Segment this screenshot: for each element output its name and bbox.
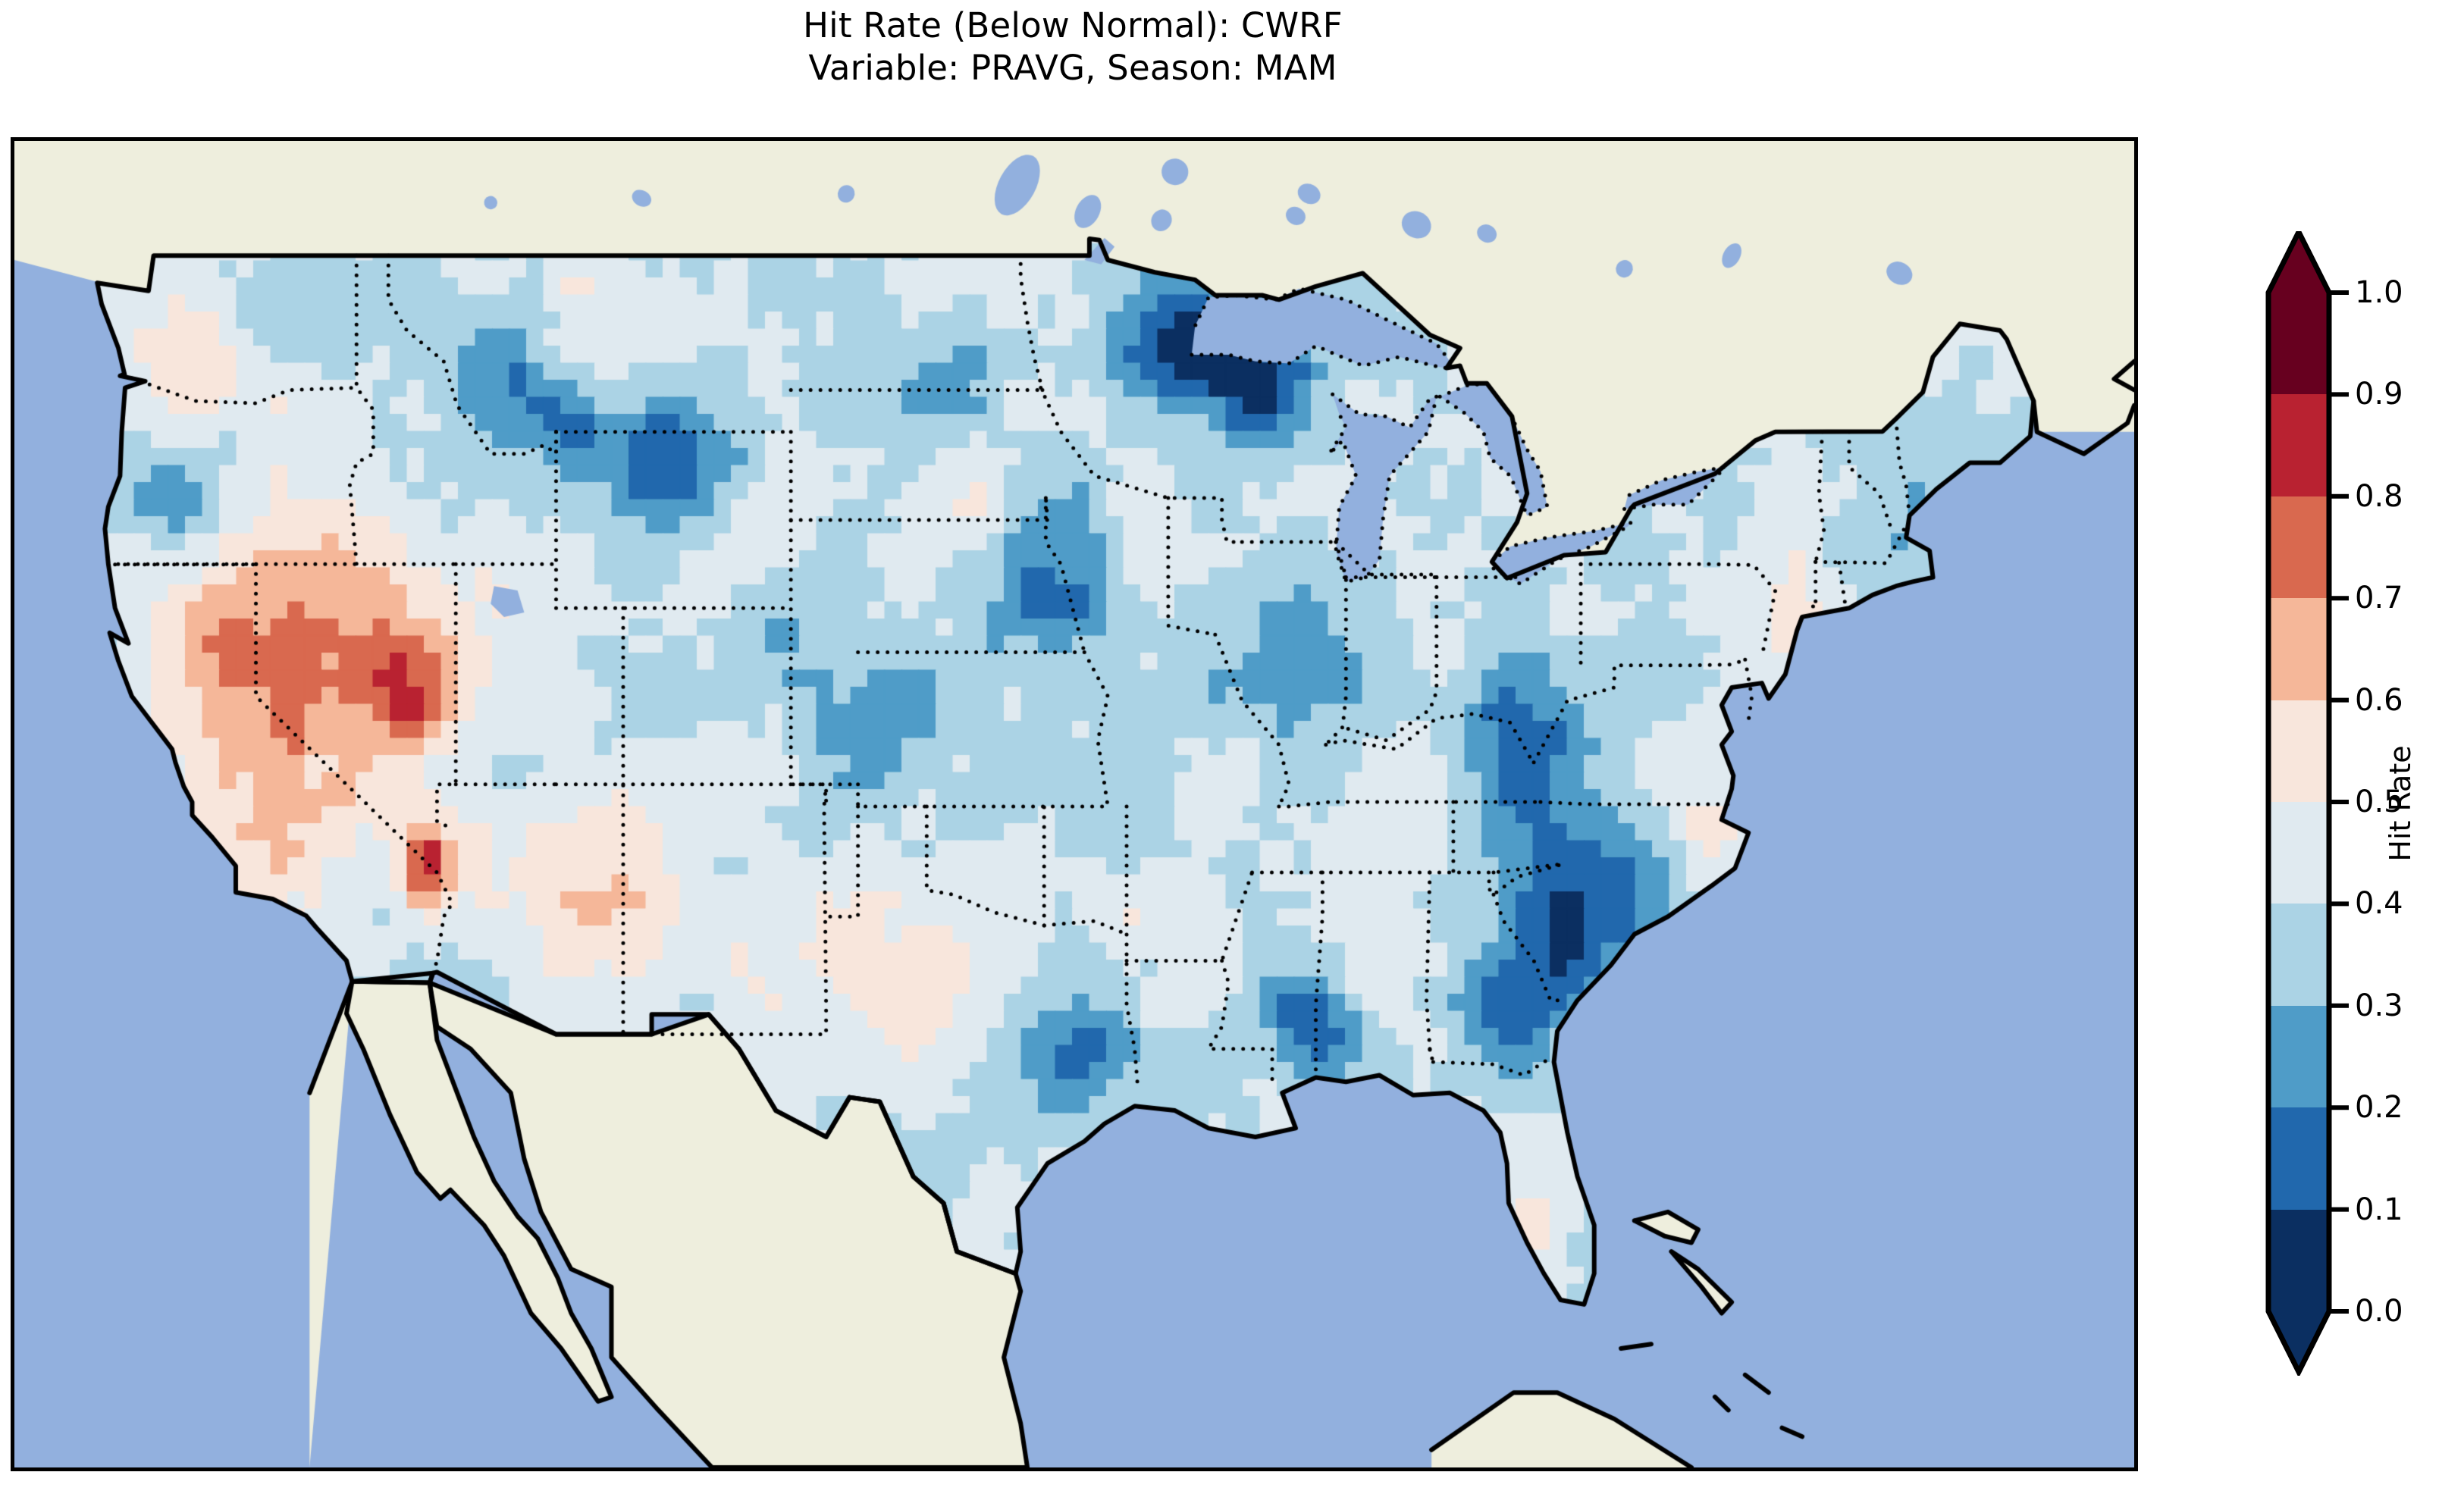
colorbar-over-arrow — [2268, 232, 2329, 293]
colorbar-band — [2268, 394, 2329, 497]
colorbar-tick-label: 0.6 — [2355, 682, 2403, 718]
colorbar-band — [2268, 293, 2329, 395]
colorbar-tick-label: 0.9 — [2355, 377, 2403, 412]
figure-title: Hit Rate (Below Normal): CWRF Variable: … — [0, 5, 2146, 89]
map-axes[interactable] — [11, 137, 2138, 1471]
colorbar-band — [2268, 802, 2329, 904]
colorbar-band — [2268, 598, 2329, 701]
colorbar-band — [2268, 1107, 2329, 1211]
colorbar-tick-label: 0.2 — [2355, 1090, 2403, 1126]
title-line-2: Variable: PRAVG, Season: MAM — [808, 48, 1337, 88]
title-line-1: Hit Rate (Below Normal): CWRF — [803, 5, 1343, 45]
colorbar-tick-label: 0.1 — [2355, 1192, 2403, 1227]
colorbar-band — [2268, 1005, 2329, 1108]
colorbar-band — [2268, 700, 2329, 803]
colorbar-tick-label: 0.7 — [2355, 581, 2403, 616]
colorbar-tick-label: 0.8 — [2355, 478, 2403, 514]
colorbar-tick-label: 0.4 — [2355, 886, 2403, 922]
colorbar-band — [2268, 1209, 2329, 1312]
hit-rate-heatmap — [14, 141, 2134, 1467]
colorbar-bands — [2268, 232, 2329, 1372]
colorbar-under-arrow — [2268, 1311, 2329, 1372]
colorbar-band — [2268, 904, 2329, 1007]
colorbar-tick-label: 0.0 — [2355, 1294, 2403, 1329]
colorbar[interactable]: 1.0 0.9 0.8 0.7 0.6 0.5 0.4 0.3 0.2 0.1 0.0 Hit Ra… — [2265, 231, 2455, 1376]
colorbar-tick-label: 0.3 — [2355, 988, 2403, 1023]
colorbar-band — [2268, 496, 2329, 599]
colorbar-axis-label: Hit Rate — [2384, 745, 2417, 862]
colorbar-tick-label: 1.0 — [2355, 275, 2403, 310]
colorbar-tick-label: 0.5 — [2355, 785, 2403, 819]
